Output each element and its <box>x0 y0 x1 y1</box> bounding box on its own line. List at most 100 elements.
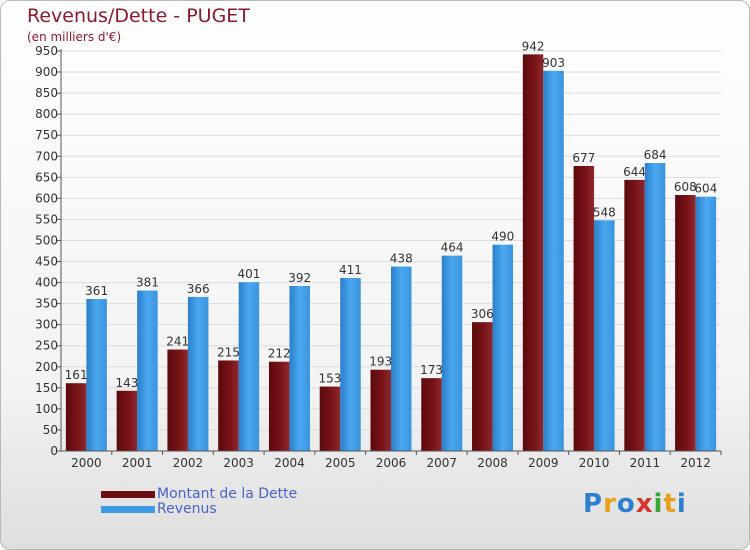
revenus-bar <box>594 220 615 451</box>
data-label: 306 <box>471 307 494 321</box>
x-tick-label: 2004 <box>274 456 305 470</box>
y-tick-label: 100 <box>35 402 58 416</box>
dette-bar <box>167 349 188 451</box>
data-label: 604 <box>694 182 717 196</box>
legend-item-revenus: Revenus <box>101 502 297 517</box>
x-tick-label: 2005 <box>325 456 356 470</box>
data-label: 684 <box>644 148 667 162</box>
logo-letter: t <box>663 489 677 519</box>
y-tick-label: 300 <box>35 318 58 332</box>
x-tick-label: 2006 <box>376 456 407 470</box>
dette-bar <box>370 369 391 451</box>
data-label: 241 <box>166 335 189 349</box>
y-tick-label: 400 <box>35 276 58 290</box>
y-tick-label: 850 <box>35 86 58 100</box>
data-label: 212 <box>268 347 291 361</box>
data-label: 161 <box>65 368 88 382</box>
x-tick-label: 2002 <box>173 456 204 470</box>
x-tick-label: 2001 <box>122 456 153 470</box>
x-tick-label: 2007 <box>426 456 457 470</box>
y-tick-label: 250 <box>35 339 58 353</box>
dette-bar <box>675 195 696 451</box>
data-label: 401 <box>237 267 260 281</box>
y-tick-label: 650 <box>35 170 58 184</box>
data-label: 143 <box>115 376 138 390</box>
y-tick-label: 600 <box>35 191 58 205</box>
data-label: 411 <box>339 263 362 277</box>
logo-letter: i <box>653 489 664 519</box>
y-tick-label: 700 <box>35 149 58 163</box>
y-tick-label: 500 <box>35 233 58 247</box>
dette-bar <box>421 378 442 451</box>
logo-letter: i <box>676 489 687 519</box>
y-tick-label: 450 <box>35 255 58 269</box>
y-tick-label: 200 <box>35 360 58 374</box>
y-tick-label: 800 <box>35 107 58 121</box>
dette-bar <box>573 165 595 451</box>
chart-title: Revenus/Dette - PUGET <box>27 5 250 27</box>
revenus-bar <box>289 285 310 451</box>
data-label: 644 <box>623 165 646 179</box>
revenus-bar <box>441 255 463 451</box>
logo-letter: o <box>616 489 636 519</box>
data-label: 548 <box>593 205 616 219</box>
x-tick-label: 2009 <box>528 456 559 470</box>
data-label: 173 <box>420 363 443 377</box>
legend-label-revenus: Revenus <box>157 501 217 517</box>
revenus-bar <box>187 296 209 451</box>
revenus-bar <box>86 299 107 451</box>
legend-swatch-dette <box>101 491 155 498</box>
data-label: 677 <box>572 151 595 165</box>
x-tick-label: 2000 <box>71 456 102 470</box>
y-tick-label: 150 <box>35 381 58 395</box>
y-tick-label: 50 <box>43 423 58 437</box>
data-label: 153 <box>319 372 342 386</box>
revenus-bar <box>340 277 361 451</box>
dette-bar <box>319 386 341 451</box>
revenus-bar <box>391 266 412 451</box>
revenus-bar <box>543 70 564 451</box>
y-tick-label: 550 <box>35 212 58 226</box>
dette-bar <box>624 179 645 451</box>
x-tick-label: 2011 <box>630 456 661 470</box>
dette-bar <box>522 54 544 452</box>
data-label: 903 <box>542 56 565 70</box>
data-label: 361 <box>85 284 108 298</box>
logo-letter: x <box>635 489 654 519</box>
proxiti-logo: Proxiti <box>583 489 687 519</box>
data-label: 381 <box>136 276 159 290</box>
logo-letter: P <box>583 489 604 519</box>
y-tick-label: 0 <box>50 444 58 458</box>
legend-item-dette: Montant de la Dette <box>101 487 297 502</box>
data-label: 215 <box>217 345 240 359</box>
legend-swatch-revenus <box>101 506 155 513</box>
dette-bar <box>65 383 87 451</box>
data-label: 490 <box>491 230 514 244</box>
data-label: 366 <box>187 282 210 296</box>
data-label: 438 <box>390 252 413 266</box>
dette-bar <box>472 322 493 451</box>
revenus-bar <box>492 244 514 451</box>
data-label: 193 <box>369 355 392 369</box>
data-label: 608 <box>674 180 697 194</box>
dette-bar <box>268 361 290 451</box>
chart-subtitle: (en milliers d'€) <box>27 30 122 44</box>
y-tick-label: 750 <box>35 128 58 142</box>
x-tick-label: 2012 <box>680 456 711 470</box>
y-tick-label: 350 <box>35 297 58 311</box>
dette-bar <box>218 360 239 451</box>
data-label: 942 <box>522 39 545 53</box>
revenus-bar <box>238 282 260 451</box>
revenus-bar <box>644 163 666 451</box>
revenus-bar <box>695 196 717 451</box>
x-tick-label: 2010 <box>579 456 610 470</box>
x-tick-label: 2003 <box>223 456 254 470</box>
legend: Montant de la Dette Revenus <box>101 487 297 517</box>
x-tick-label: 2008 <box>477 456 508 470</box>
dette-bar <box>116 390 138 451</box>
data-label: 464 <box>441 241 464 255</box>
logo-letter: r <box>603 489 617 519</box>
revenus-bar <box>137 290 158 451</box>
